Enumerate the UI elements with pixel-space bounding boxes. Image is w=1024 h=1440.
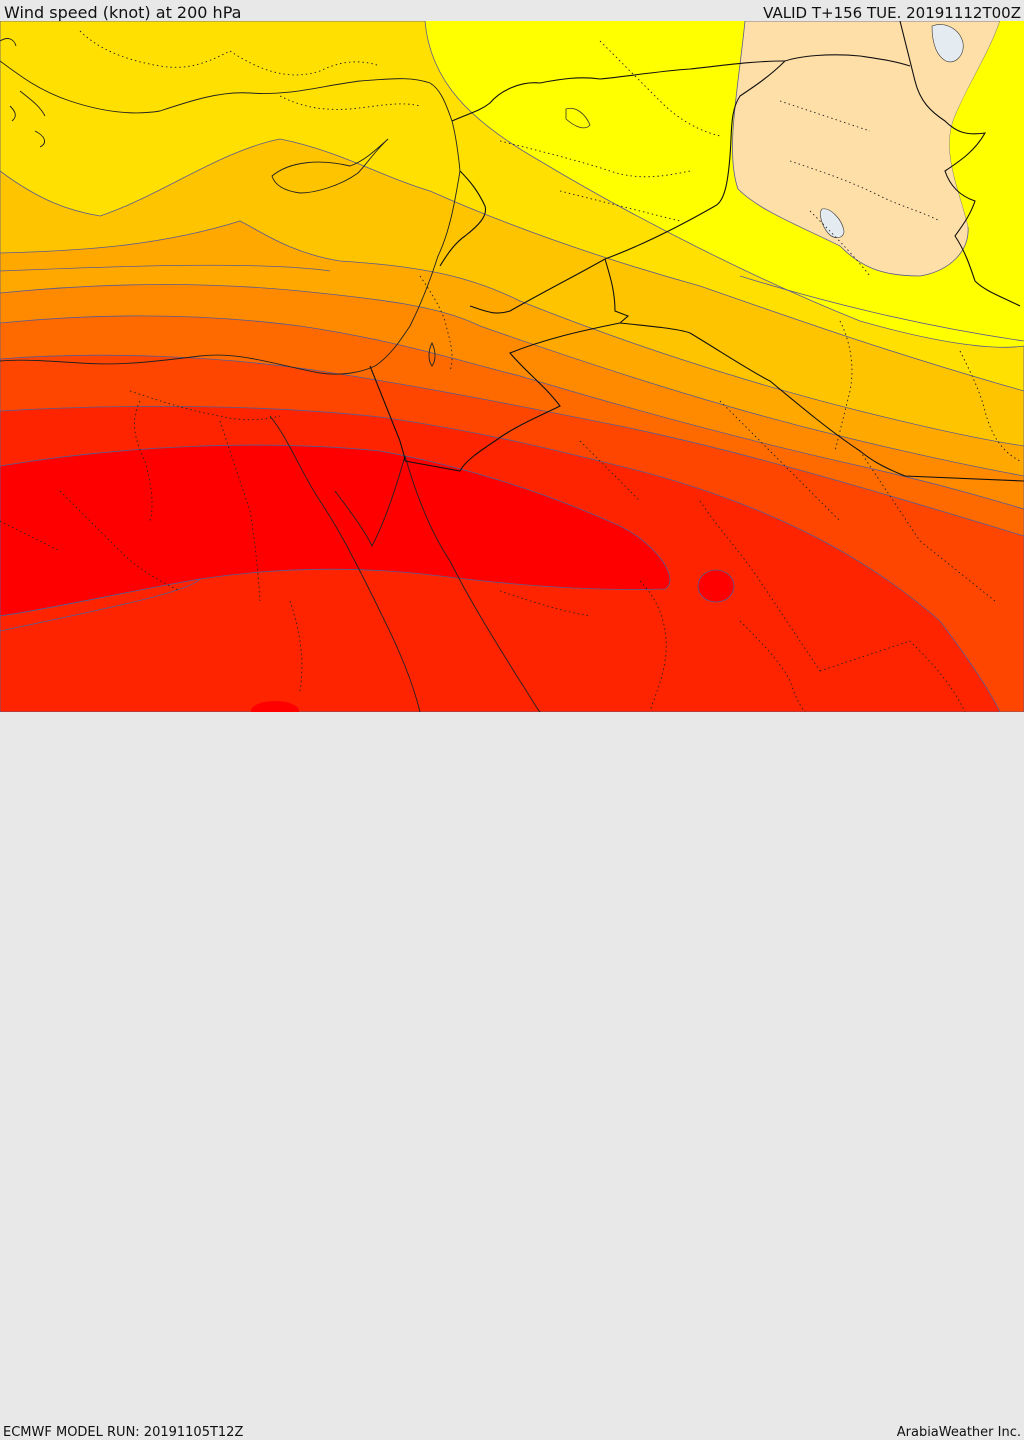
lake-urmia <box>931 24 964 63</box>
wind-speed-map <box>0 21 1024 712</box>
model-run: ECMWF MODEL RUN: 20191105T12Z <box>3 1425 244 1440</box>
valid-time: VALID T+156 TUE. 20191112T00Z <box>763 4 1021 22</box>
national-borders <box>369 21 1024 482</box>
core-patch <box>697 569 735 603</box>
lake-assad <box>565 107 591 129</box>
map-title: Wind speed (knot) at 200 hPa <box>4 3 242 22</box>
band-8-island <box>0 578 202 632</box>
province-borders <box>0 30 1021 712</box>
wind-contours <box>0 264 1024 342</box>
southern-patch <box>251 701 299 712</box>
credit-label: ArabiaWeather Inc. <box>896 1425 1021 1440</box>
band-lightest-east <box>949 21 1024 341</box>
header-bar: Wind speed (knot) at 200 hPa VALID T+156… <box>0 0 1024 22</box>
coastlines <box>0 38 541 712</box>
razzaza-lake <box>820 208 845 238</box>
footer-bar: ECMWF MODEL RUN: 20191105T12Z ArabiaWeat… <box>0 712 1024 1440</box>
